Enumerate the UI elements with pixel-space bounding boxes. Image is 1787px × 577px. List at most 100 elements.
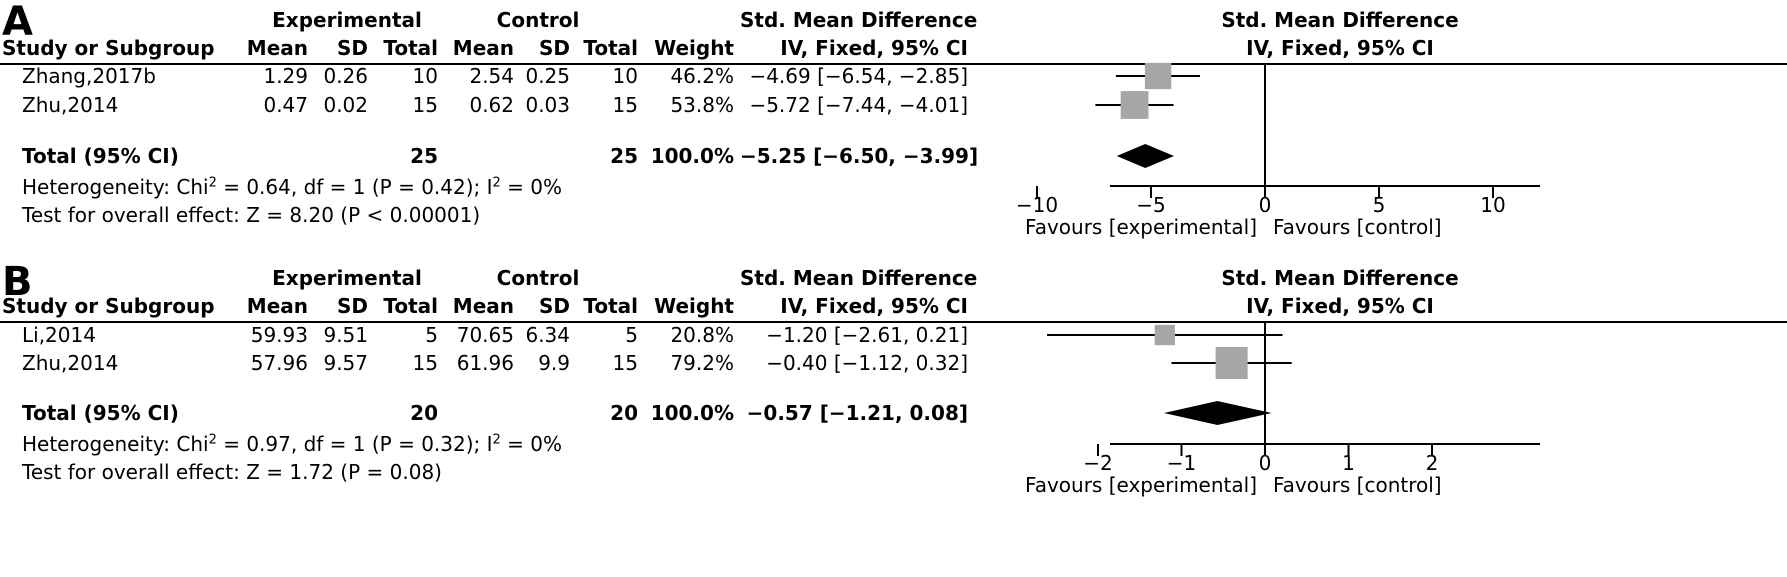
experimental-header: Experimental — [272, 8, 422, 32]
control-header: Control — [496, 266, 580, 290]
weight-value: 46.2% — [670, 64, 734, 88]
exp-total-header: Total — [383, 36, 438, 60]
exp-mean: 0.47 — [263, 93, 308, 117]
weight-box — [1154, 324, 1175, 346]
ctrl-total-header: Total — [583, 294, 638, 318]
forest-plot-b: −2 −1 0 1 2 Favours [experimental] Favours [co… — [1025, 321, 1540, 497]
x-tick-label: 0 — [1259, 451, 1272, 475]
ctrl-total: 15 — [612, 351, 638, 375]
exp-total: 15 — [412, 351, 438, 375]
ctrl-total: 10 — [612, 64, 638, 88]
total-ci: −0.57 [−1.21, 0.08] — [746, 401, 968, 425]
ctrl-total-header: Total — [583, 36, 638, 60]
header-rule — [0, 321, 1787, 323]
exp-mean: 59.93 — [250, 323, 308, 347]
forest-panel-b: B Experimental Control Std. Mean Differe… — [0, 262, 1787, 577]
ctrl-sd: 0.03 — [525, 93, 570, 117]
ctrl-total: 15 — [612, 93, 638, 117]
overall-effect-text: Test for overall effect: Z = 1.72 (P = 0… — [22, 460, 442, 484]
ctrl-sd: 0.25 — [525, 64, 570, 88]
forest-panel-a: A Experimental Control Std. Mean Differe… — [0, 0, 1787, 285]
ci-value: −5.72 [−7.44, −4.01] — [749, 93, 968, 117]
total-weight: 100.0% — [650, 144, 734, 168]
plot-title: Std. Mean Difference — [1221, 8, 1459, 32]
weight-box — [1215, 346, 1248, 380]
weight-box — [1120, 91, 1149, 119]
ctrl-sd-header: SD — [538, 294, 570, 318]
exp-sd-header: SD — [336, 294, 368, 318]
ci-value: −1.20 [−2.61, 0.21] — [766, 323, 968, 347]
ctrl-sd: 6.34 — [525, 323, 570, 347]
smd-header: Std. Mean Difference — [740, 8, 978, 32]
experimental-header: Experimental — [272, 266, 422, 290]
study-name: Li,2014 — [22, 323, 96, 347]
exp-sd: 9.51 — [323, 323, 368, 347]
study-name: Zhang,2017b — [22, 64, 156, 88]
total-weight: 100.0% — [650, 401, 734, 425]
plot-subtitle: IV, Fixed, 95% CI — [1246, 294, 1434, 318]
x-tick-label: −5 — [1136, 193, 1165, 217]
ctrl-total: 5 — [625, 323, 638, 347]
weight-header: Weight — [654, 36, 734, 60]
heterogeneity-text: Heterogeneity: Chi2 = 0.64, df = 1 (P = … — [22, 175, 563, 199]
ci-value: −4.69 [−6.54, −2.85] — [749, 64, 968, 88]
x-tick-label: 5 — [1373, 193, 1386, 217]
study-column-header: Study or Subgroup — [2, 36, 215, 60]
pooled-diamond — [1163, 401, 1272, 425]
exp-total: 5 — [425, 323, 438, 347]
exp-sd-header: SD — [336, 36, 368, 60]
ctrl-sd: 9.9 — [538, 351, 570, 375]
exp-mean-header: Mean — [246, 36, 308, 60]
ctrl-mean: 0.62 — [469, 93, 514, 117]
ctrl-sd-header: SD — [538, 36, 570, 60]
weight-box — [1144, 62, 1172, 90]
ctrl-total-sum: 20 — [610, 401, 638, 425]
exp-total: 10 — [412, 64, 438, 88]
exp-sd: 0.26 — [323, 64, 368, 88]
exp-total-header: Total — [383, 294, 438, 318]
ci-value: −0.40 [−1.12, 0.32] — [766, 351, 968, 375]
study-name: Zhu,2014 — [22, 93, 119, 117]
ctrl-mean: 61.96 — [456, 351, 514, 375]
weight-value: 20.8% — [670, 323, 734, 347]
weight-value: 79.2% — [670, 351, 734, 375]
method-header: IV, Fixed, 95% CI — [780, 294, 968, 318]
ctrl-mean-header: Mean — [452, 36, 514, 60]
ctrl-mean: 2.54 — [469, 64, 514, 88]
total-label: Total (95% CI) — [22, 401, 179, 425]
x-tick-label: 0 — [1259, 193, 1272, 217]
header-rule — [0, 63, 1787, 65]
favours-control-label: Favours [control] — [1273, 215, 1442, 239]
panel-letter: A — [2, 0, 33, 45]
exp-mean-header: Mean — [246, 294, 308, 318]
weight-value: 53.8% — [670, 93, 734, 117]
plot-title: Std. Mean Difference — [1221, 266, 1459, 290]
total-ci: −5.25 [−6.50, −3.99] — [740, 144, 979, 168]
ctrl-total-sum: 25 — [610, 144, 638, 168]
x-tick-label: 1 — [1342, 451, 1355, 475]
panel-letter: B — [2, 259, 33, 305]
x-tick-label: −10 — [1016, 193, 1058, 217]
x-tick-label: −2 — [1083, 451, 1112, 475]
pooled-diamond — [1116, 144, 1175, 168]
study-name: Zhu,2014 — [22, 351, 119, 375]
weight-header: Weight — [654, 294, 734, 318]
favours-control-label: Favours [control] — [1273, 473, 1442, 497]
exp-sd: 9.57 — [323, 351, 368, 375]
total-label: Total (95% CI) — [22, 144, 179, 168]
favours-experimental-label: Favours [experimental] — [1025, 473, 1257, 497]
exp-mean: 1.29 — [263, 64, 308, 88]
study-column-header: Study or Subgroup — [2, 294, 215, 318]
overall-effect-text: Test for overall effect: Z = 8.20 (P < 0… — [22, 203, 481, 227]
ctrl-mean-header: Mean — [452, 294, 514, 318]
forest-plot-a: −10 −5 0 5 10 Favours [experimental] Favours [… — [1016, 62, 1540, 239]
heterogeneity-text: Heterogeneity: Chi2 = 0.97, df = 1 (P = … — [22, 432, 563, 456]
exp-mean: 57.96 — [250, 351, 308, 375]
exp-total-sum: 20 — [410, 401, 438, 425]
exp-total-sum: 25 — [410, 144, 438, 168]
x-tick-label: −1 — [1167, 451, 1196, 475]
exp-sd: 0.02 — [323, 93, 368, 117]
control-header: Control — [496, 8, 580, 32]
plot-subtitle: IV, Fixed, 95% CI — [1246, 36, 1434, 60]
x-tick-label: 10 — [1480, 193, 1505, 217]
